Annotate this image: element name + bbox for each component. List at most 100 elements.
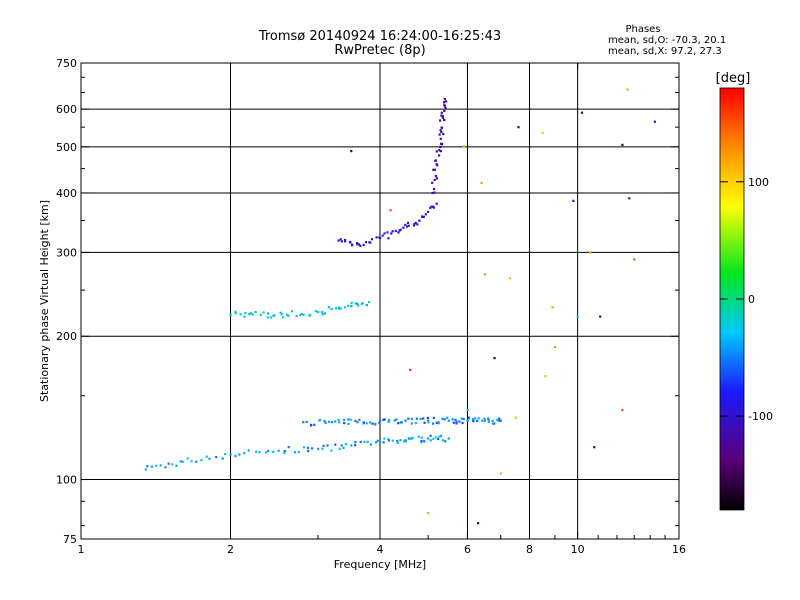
data-point bbox=[386, 231, 389, 234]
data-point bbox=[239, 313, 242, 316]
data-point bbox=[483, 273, 486, 276]
data-point bbox=[496, 418, 499, 421]
data-point bbox=[416, 223, 419, 226]
data-point bbox=[628, 197, 631, 200]
data-point bbox=[350, 444, 353, 447]
data-point bbox=[234, 310, 237, 313]
data-point bbox=[572, 199, 575, 202]
data-point bbox=[283, 449, 286, 453]
data-point bbox=[317, 447, 320, 450]
data-point bbox=[443, 118, 446, 121]
data-point bbox=[234, 312, 237, 315]
data-point bbox=[429, 434, 432, 437]
data-point bbox=[350, 301, 353, 305]
data-point bbox=[427, 210, 430, 213]
data-point bbox=[272, 450, 275, 453]
data-point bbox=[379, 236, 382, 239]
data-point bbox=[422, 417, 425, 420]
data-point bbox=[224, 453, 227, 456]
data-point bbox=[441, 115, 444, 118]
data-point bbox=[455, 422, 458, 425]
data-point bbox=[389, 209, 392, 212]
data-point bbox=[297, 451, 300, 454]
data-point bbox=[443, 103, 446, 106]
data-point bbox=[440, 434, 443, 437]
data-point bbox=[427, 512, 430, 515]
data-point bbox=[420, 215, 424, 218]
data-point bbox=[313, 423, 316, 426]
data-point bbox=[403, 440, 406, 443]
data-point bbox=[269, 316, 272, 319]
data-point bbox=[458, 420, 461, 423]
data-point bbox=[483, 419, 486, 422]
data-point bbox=[461, 421, 464, 425]
data-point bbox=[357, 304, 360, 307]
data-point bbox=[186, 457, 189, 460]
data-point bbox=[387, 420, 390, 423]
data-point bbox=[281, 316, 285, 319]
data-point bbox=[347, 304, 350, 307]
data-point bbox=[354, 419, 357, 422]
data-point bbox=[435, 202, 438, 205]
data-point bbox=[493, 357, 496, 360]
data-point bbox=[452, 421, 455, 424]
data-point bbox=[266, 316, 269, 319]
data-point bbox=[310, 447, 314, 450]
data-point bbox=[445, 100, 448, 103]
data-point bbox=[443, 109, 446, 113]
data-point bbox=[374, 422, 377, 426]
data-point bbox=[334, 420, 337, 423]
data-point bbox=[415, 417, 418, 420]
data-point bbox=[317, 310, 320, 314]
data-points-layer bbox=[144, 88, 656, 525]
chart-subtitle: RwPretec (8p) bbox=[334, 43, 425, 58]
data-point bbox=[371, 422, 374, 425]
data-point bbox=[376, 439, 379, 442]
data-point bbox=[150, 465, 153, 468]
data-point bbox=[462, 145, 465, 148]
data-point bbox=[349, 418, 352, 421]
data-point bbox=[433, 178, 436, 181]
data-point bbox=[330, 421, 334, 424]
data-point bbox=[626, 88, 629, 91]
data-point bbox=[432, 168, 435, 171]
data-point bbox=[344, 240, 347, 243]
y-tick-label: 400 bbox=[56, 187, 77, 200]
data-point bbox=[653, 120, 656, 123]
chart-title: Tromsø 20140924 16:24:00-16:25:43 bbox=[258, 29, 501, 44]
data-point bbox=[400, 421, 403, 424]
data-point bbox=[394, 229, 397, 233]
data-point bbox=[399, 228, 402, 231]
data-point bbox=[477, 522, 480, 525]
data-point bbox=[375, 236, 378, 239]
data-point bbox=[229, 313, 232, 316]
y-tick-label: 600 bbox=[56, 103, 77, 116]
data-point bbox=[340, 444, 343, 447]
data-point bbox=[175, 464, 178, 467]
data-point bbox=[491, 419, 494, 422]
data-point bbox=[302, 446, 306, 449]
data-point bbox=[254, 310, 257, 314]
data-point bbox=[350, 305, 353, 308]
data-point bbox=[338, 447, 341, 450]
data-point bbox=[466, 419, 469, 422]
data-point bbox=[330, 449, 333, 452]
data-point bbox=[364, 241, 368, 244]
data-point bbox=[441, 417, 444, 420]
data-point bbox=[487, 420, 490, 423]
data-point bbox=[356, 421, 359, 424]
data-point bbox=[621, 143, 624, 146]
data-point bbox=[328, 420, 331, 423]
data-point bbox=[407, 437, 410, 440]
data-point bbox=[422, 215, 425, 218]
data-point bbox=[215, 456, 218, 459]
data-point bbox=[514, 416, 517, 419]
data-point bbox=[155, 464, 158, 467]
data-point bbox=[356, 242, 359, 245]
data-point bbox=[454, 418, 457, 421]
data-point bbox=[440, 142, 443, 145]
y-tick-label: 750 bbox=[56, 57, 77, 70]
data-point bbox=[444, 440, 447, 443]
data-point bbox=[309, 424, 313, 427]
data-point bbox=[190, 460, 193, 463]
